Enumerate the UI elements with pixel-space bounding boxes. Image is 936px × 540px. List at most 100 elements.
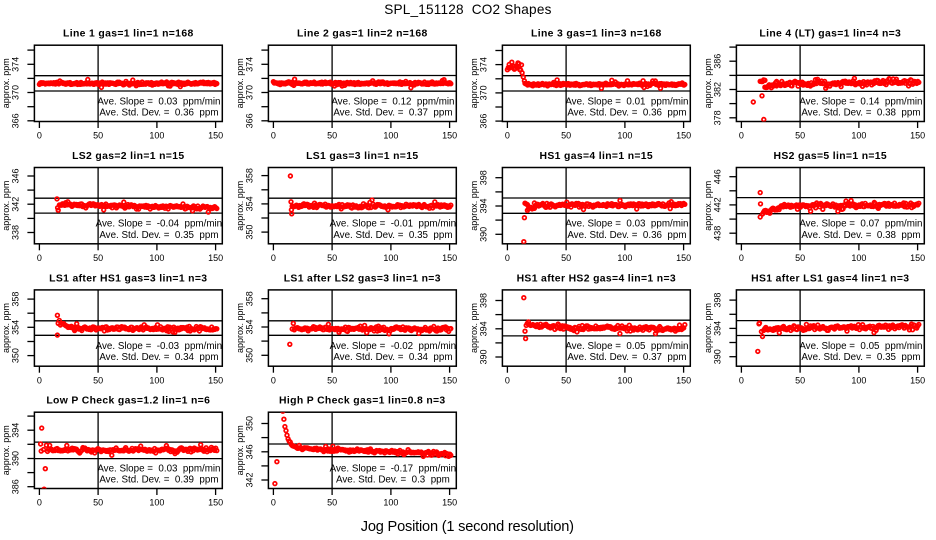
svg-text:Ave. Slope = 0.03 ppm/min: Ave. Slope = 0.03 ppm/min <box>97 463 220 474</box>
svg-text:386: 386 <box>712 54 722 69</box>
svg-text:398: 398 <box>478 293 488 308</box>
svg-text:150: 150 <box>208 375 223 385</box>
svg-text:HS1 after HS2 gas=4 lin=1 n=3: HS1 after HS2 gas=4 lin=1 n=3 <box>517 273 676 284</box>
svg-text:Ave. Std. Dev. = 0.39 ppm: Ave. Std. Dev. = 0.39 ppm <box>99 475 218 486</box>
svg-text:0: 0 <box>505 253 510 263</box>
svg-text:approx. ppm: approx. ppm <box>703 303 713 353</box>
svg-text:Line 2 gas=1 lin=2 n=168: Line 2 gas=1 lin=2 n=168 <box>297 29 428 40</box>
svg-text:442: 442 <box>712 197 722 212</box>
svg-text:378: 378 <box>712 110 722 125</box>
svg-text:0: 0 <box>271 253 276 263</box>
svg-text:Ave. Std. Dev. = 0.35 ppm: Ave. Std. Dev. = 0.35 ppm <box>801 352 920 363</box>
svg-text:100: 100 <box>617 375 632 385</box>
svg-text:354: 354 <box>244 196 254 211</box>
svg-text:Ave. Slope = -0.02 ppm/min: Ave. Slope = -0.02 ppm/min <box>330 341 456 352</box>
svg-text:Ave. Std. Dev. = 0.35 ppm: Ave. Std. Dev. = 0.35 ppm <box>333 230 452 241</box>
svg-text:358: 358 <box>244 291 254 306</box>
svg-text:HS2 gas=5 lin=1 n=15: HS2 gas=5 lin=1 n=15 <box>774 151 888 162</box>
svg-text:382: 382 <box>712 82 722 97</box>
svg-text:386: 386 <box>10 479 20 494</box>
svg-text:50: 50 <box>327 498 337 508</box>
svg-text:390: 390 <box>712 349 722 364</box>
svg-text:Ave. Std. Dev. = 0.35 ppm: Ave. Std. Dev. = 0.35 ppm <box>99 230 218 241</box>
svg-text:Jog Position (1 second resolut: Jog Position (1 second resolution) <box>361 519 574 535</box>
svg-text:HS1 gas=4 lin=1 n=15: HS1 gas=4 lin=1 n=15 <box>540 151 654 162</box>
svg-text:Line 4 (LT) gas=1 lin=4 n=3: Line 4 (LT) gas=1 lin=4 n=3 <box>759 29 901 40</box>
svg-text:Ave. Slope = -0.01 ppm/min: Ave. Slope = -0.01 ppm/min <box>330 219 456 230</box>
svg-text:150: 150 <box>442 498 457 508</box>
svg-text:50: 50 <box>327 375 337 385</box>
svg-text:Ave. Std. Dev. = 0.36 ppm: Ave. Std. Dev. = 0.36 ppm <box>99 108 218 119</box>
svg-text:50: 50 <box>795 253 805 263</box>
svg-text:50: 50 <box>795 131 805 141</box>
svg-text:390: 390 <box>10 451 20 466</box>
svg-text:350: 350 <box>10 348 20 363</box>
svg-text:50: 50 <box>795 375 805 385</box>
svg-text:50: 50 <box>93 253 103 263</box>
svg-text:100: 100 <box>617 131 632 141</box>
svg-text:374: 374 <box>10 57 20 72</box>
svg-text:0: 0 <box>739 253 744 263</box>
svg-text:approx. ppm: approx. ppm <box>469 181 479 231</box>
svg-text:366: 366 <box>244 113 254 128</box>
svg-text:338: 338 <box>10 225 20 240</box>
svg-text:394: 394 <box>10 423 20 438</box>
svg-text:approx. ppm: approx. ppm <box>235 181 245 231</box>
svg-text:394: 394 <box>478 321 488 336</box>
svg-text:LS2 gas=2 lin=1 n=15: LS2 gas=2 lin=1 n=15 <box>72 151 184 162</box>
svg-text:approx. ppm: approx. ppm <box>703 181 713 231</box>
svg-text:Ave. Slope = 0.01 ppm/min: Ave. Slope = 0.01 ppm/min <box>565 96 688 107</box>
svg-text:0: 0 <box>37 498 42 508</box>
svg-text:0: 0 <box>271 498 276 508</box>
svg-text:approx. ppm: approx. ppm <box>1 58 11 108</box>
svg-text:50: 50 <box>327 131 337 141</box>
svg-text:Low P Check gas=1.2 lin=1 n=6: Low P Check gas=1.2 lin=1 n=6 <box>46 396 210 407</box>
svg-text:Ave. Slope = 0.12 ppm/min: Ave. Slope = 0.12 ppm/min <box>331 96 454 107</box>
svg-text:approx. ppm: approx. ppm <box>235 303 245 353</box>
svg-text:346: 346 <box>244 444 254 459</box>
svg-text:100: 100 <box>383 131 398 141</box>
svg-text:Ave. Slope = -0.04 ppm/min: Ave. Slope = -0.04 ppm/min <box>96 219 222 230</box>
svg-text:350: 350 <box>244 416 254 431</box>
svg-text:390: 390 <box>478 227 488 242</box>
svg-text:0: 0 <box>271 131 276 141</box>
svg-text:SPL_151128 CO2 Shapes: SPL_151128 CO2 Shapes <box>384 2 551 17</box>
svg-text:358: 358 <box>10 292 20 307</box>
svg-text:Ave. Std. Dev. = 0.37 ppm: Ave. Std. Dev. = 0.37 ppm <box>333 108 452 119</box>
svg-text:150: 150 <box>676 253 691 263</box>
svg-text:0: 0 <box>739 131 744 141</box>
svg-text:100: 100 <box>383 253 398 263</box>
svg-text:HS1 after LS1 gas=4 lin=1 n=3: HS1 after LS1 gas=4 lin=1 n=3 <box>751 273 909 284</box>
svg-text:150: 150 <box>676 131 691 141</box>
svg-text:50: 50 <box>93 375 103 385</box>
svg-text:Ave. Slope = -0.17 ppm/min: Ave. Slope = -0.17 ppm/min <box>330 463 456 474</box>
svg-text:366: 366 <box>478 114 488 129</box>
svg-text:438: 438 <box>712 226 722 241</box>
svg-text:50: 50 <box>327 253 337 263</box>
svg-text:342: 342 <box>244 472 254 487</box>
svg-text:Ave. Slope = 0.05 ppm/min: Ave. Slope = 0.05 ppm/min <box>565 341 688 352</box>
svg-text:150: 150 <box>208 498 223 508</box>
svg-text:0: 0 <box>271 375 276 385</box>
svg-text:approx. ppm: approx. ppm <box>235 58 245 108</box>
svg-text:High P Check gas=1 lin=0.8 n=3: High P Check gas=1 lin=0.8 n=3 <box>279 396 446 407</box>
svg-text:Ave. Std. Dev. = 0.37 ppm: Ave. Std. Dev. = 0.37 ppm <box>567 352 686 363</box>
svg-text:Ave. Std. Dev. = 0.3 ppm: Ave. Std. Dev. = 0.3 ppm <box>336 475 450 486</box>
svg-text:390: 390 <box>478 349 488 364</box>
svg-text:350: 350 <box>244 225 254 240</box>
svg-text:Ave. Std. Dev. = 0.36 ppm: Ave. Std. Dev. = 0.36 ppm <box>567 230 686 241</box>
svg-text:100: 100 <box>383 498 398 508</box>
svg-text:370: 370 <box>244 85 254 100</box>
svg-text:approx. ppm: approx. ppm <box>703 58 713 108</box>
svg-text:398: 398 <box>478 170 488 185</box>
svg-text:446: 446 <box>712 169 722 184</box>
svg-text:Line 1 gas=1 lin=1 n=168: Line 1 gas=1 lin=1 n=168 <box>63 29 194 40</box>
svg-text:Ave. Std. Dev. = 0.34 ppm: Ave. Std. Dev. = 0.34 ppm <box>333 352 452 363</box>
svg-text:398: 398 <box>712 293 722 308</box>
svg-text:346: 346 <box>10 168 20 183</box>
svg-text:150: 150 <box>910 253 925 263</box>
svg-text:Ave. Std. Dev. = 0.34 ppm: Ave. Std. Dev. = 0.34 ppm <box>99 352 218 363</box>
svg-text:Line 3 gas=1 lin=3 n=168: Line 3 gas=1 lin=3 n=168 <box>531 29 662 40</box>
svg-text:approx. ppm: approx. ppm <box>1 181 11 231</box>
svg-text:0: 0 <box>37 131 42 141</box>
